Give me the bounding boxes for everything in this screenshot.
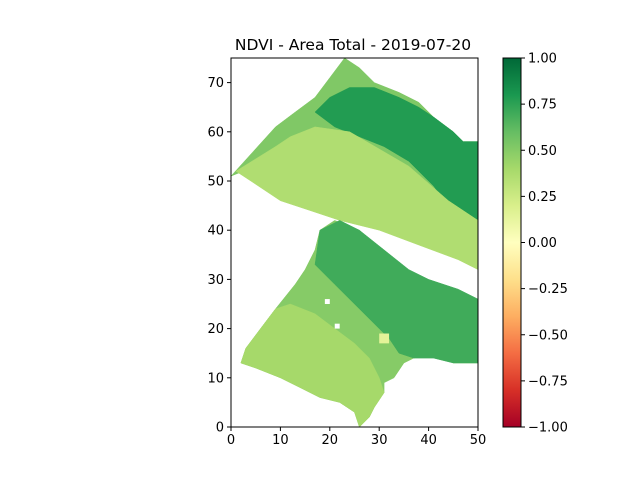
y-tick-label: 0 <box>216 421 224 436</box>
region-middle-diagonal-strip <box>235 126 478 270</box>
colorbar <box>502 57 522 428</box>
x-tick-label: 20 <box>322 433 339 448</box>
colorbar-tick-label: 0.00 <box>528 236 557 251</box>
y-tick-label: 10 <box>207 371 224 386</box>
region-lower-parcel-dark-area <box>314 220 478 364</box>
anomaly-pixel-2 <box>324 299 330 304</box>
x-tick-label: 30 <box>371 433 388 448</box>
y-tick-label: 60 <box>207 125 224 140</box>
colorbar-axis: 1.00 0.75 0.50 0.25 0.00 −0.25 −0.50 −0.75 −1.00 <box>521 52 568 436</box>
colorbar-tick-label: 0.75 <box>528 98 557 113</box>
y-tick-label: 40 <box>207 224 224 239</box>
y-tick-label: 70 <box>207 76 224 91</box>
y-tick-label: 30 <box>207 273 224 288</box>
heatmap-plot-area <box>231 58 478 427</box>
anomaly-pixel-1 <box>334 323 340 329</box>
y-tick-label: 20 <box>207 322 224 337</box>
colorbar-tick-label: 0.25 <box>528 190 557 205</box>
x-tick-label: 40 <box>420 433 437 448</box>
colorbar-tick-label: −0.50 <box>528 328 568 343</box>
x-tick-label: 10 <box>272 433 289 448</box>
plot-frame <box>230 57 479 428</box>
region-lower-left-light-field <box>240 303 385 427</box>
anomaly-pixel-0 <box>379 333 390 344</box>
colorbar-tick-label: −1.00 <box>528 421 568 436</box>
x-tick-label: 0 <box>227 433 235 448</box>
y-tick-label: 50 <box>207 175 224 190</box>
colorbar-tick-label: 0.50 <box>528 144 557 159</box>
anomaly-pixel-3 <box>433 259 439 265</box>
y-axis: 0 10 20 30 40 50 60 70 <box>207 76 231 436</box>
x-axis: 0 10 20 30 40 50 <box>227 427 486 448</box>
chart-title: NDVI - Area Total - 2019-07-20 <box>235 36 471 54</box>
colorbar-tick-label: −0.25 <box>528 282 568 297</box>
colorbar-tick-label: −0.75 <box>528 374 568 389</box>
colorbar-tick-label: 1.00 <box>528 52 557 67</box>
x-tick-label: 50 <box>470 433 487 448</box>
